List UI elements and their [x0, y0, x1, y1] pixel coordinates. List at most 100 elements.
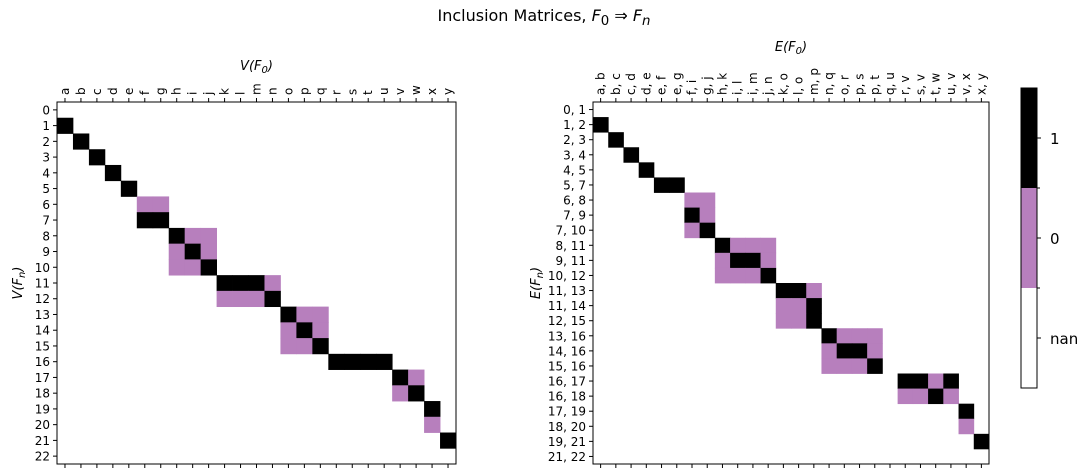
heatmap-cell: [821, 328, 838, 344]
y-tick-label: 0: [42, 103, 50, 117]
x-tick-label: v, x: [959, 73, 973, 95]
heatmap-cell: [821, 343, 838, 359]
heatmap-cell: [184, 259, 202, 276]
x-tick-label: w: [409, 85, 423, 95]
heatmap-cell: [730, 267, 746, 284]
colorbar: 1 0 nan: [1020, 87, 1078, 389]
x-tick-label: p: [297, 87, 311, 95]
heatmap-cell: [836, 328, 853, 344]
x-axis-label: V(F0): [240, 59, 273, 76]
y-tick-label: 13, 16: [548, 329, 586, 343]
heatmap-cell: [897, 373, 914, 389]
heatmap-cell: [851, 358, 868, 374]
x-tick-label: t: [361, 90, 375, 95]
x-tick-label: j, n: [761, 76, 775, 96]
heatmap-cell: [867, 343, 883, 359]
x-tick-label: e, g: [670, 72, 684, 95]
y-tick-label: 6, 8: [563, 194, 586, 208]
y-tick-label: 9, 11: [555, 254, 586, 268]
y-tick-label: 11, 13: [548, 284, 586, 298]
x-tick-label: o, r: [837, 75, 851, 95]
colorbar-segment: [1021, 88, 1037, 189]
y-tick-label: 21, 22: [548, 450, 586, 464]
heatmap-cell: [184, 227, 202, 245]
heatmap-cell: [280, 322, 297, 339]
y-tick-label: 14, 16: [548, 344, 586, 358]
x-tick-label: d, e: [639, 72, 653, 95]
heatmap-cell: [392, 369, 409, 386]
x-tick-label: e: [122, 88, 136, 95]
y-tick-label: 14: [35, 324, 50, 338]
heatmap-cell: [851, 328, 868, 344]
x-tick-label: p, t: [868, 75, 882, 95]
heatmap-cell: [791, 313, 807, 329]
x-tick-label: v: [393, 88, 407, 95]
colorbar-segment: [1021, 188, 1037, 289]
x-tick-label: k: [218, 88, 232, 95]
y-axis-label: V(Fn): [11, 267, 28, 300]
heatmap-cell: [280, 338, 297, 355]
x-tick-label: g, j: [700, 76, 714, 95]
colorbar-tick-label: nan: [1050, 330, 1078, 348]
x-tick-label: m, p: [807, 68, 821, 95]
heatmap-cell: [232, 290, 249, 308]
x-tick-label: i, l: [731, 81, 745, 95]
heatmap-cell: [136, 212, 154, 229]
heatmap-cell: [699, 192, 716, 208]
heatmap-cell: [653, 177, 670, 193]
heatmap-cell: [376, 353, 393, 370]
y-tick-label: 17, 19: [548, 405, 586, 419]
heatmap-cell: [669, 177, 685, 193]
y-tick-label: 18: [35, 387, 50, 401]
y-tick-label: 15, 16: [548, 359, 586, 373]
y-tick-label: 1: [42, 119, 50, 133]
heatmap-cell: [344, 353, 361, 370]
y-tick-label: 16, 18: [548, 390, 586, 404]
heatmap-cell: [760, 237, 777, 254]
heatmap-cell: [152, 212, 170, 229]
y-tick-label: 3: [42, 151, 50, 165]
figure-title: Inclusion Matrices, F0 ⇒ Fn: [437, 6, 651, 30]
x-tick-label: c, d: [624, 73, 638, 95]
y-tick-label: 5: [42, 182, 50, 196]
heatmap-cell: [216, 275, 233, 292]
heatmap-cell: [912, 373, 929, 389]
heatmap-cell: [57, 117, 74, 134]
y-tick-label: 2: [42, 135, 50, 149]
x-tick-label: a, b: [594, 72, 608, 95]
x-tick-label: b: [74, 87, 88, 95]
x-tick-label: a: [58, 88, 72, 95]
heatmap-cell: [775, 313, 792, 329]
x-tick-label: i: [186, 92, 200, 95]
heatmap-cell: [821, 358, 838, 374]
heatmap-cell: [360, 353, 377, 370]
colorbar-segment: [1021, 288, 1037, 389]
heatmap-cell: [168, 227, 186, 245]
heatmap-cell: [699, 222, 716, 239]
y-tick-label: 4: [42, 166, 50, 180]
x-tick-label: s: [345, 89, 359, 95]
x-tick-label: u, v: [944, 73, 958, 95]
heatmap-cell: [730, 237, 746, 254]
y-tick-label: 12: [35, 292, 50, 306]
x-tick-label: t, w: [929, 73, 943, 95]
heatmap-cell: [791, 298, 807, 314]
y-tick-label: 9: [42, 245, 50, 259]
heatmap-cell: [312, 322, 329, 339]
heatmap-cell: [730, 252, 746, 269]
heatmap-cell: [958, 403, 975, 420]
heatmap-cell: [424, 416, 441, 433]
y-tick-label: 17: [35, 371, 50, 385]
colorbar-tick-label: 0: [1050, 230, 1060, 248]
y-tick-label: 3, 4: [563, 148, 586, 162]
heatmap-cell: [745, 237, 761, 254]
x-tick-label: n: [265, 87, 279, 95]
x-tick-label: r, v: [898, 75, 912, 95]
heatmap-panel-1: a b c d e f g h i j k l m n o p q r s t u v w x y012345678910111…: [35, 83, 457, 468]
x-tick-label: l: [234, 92, 248, 95]
heatmap-cell: [408, 369, 425, 386]
heatmap-cell: [806, 283, 822, 299]
y-tick-label: 5, 7: [563, 178, 586, 192]
heatmap-cell: [958, 418, 975, 435]
